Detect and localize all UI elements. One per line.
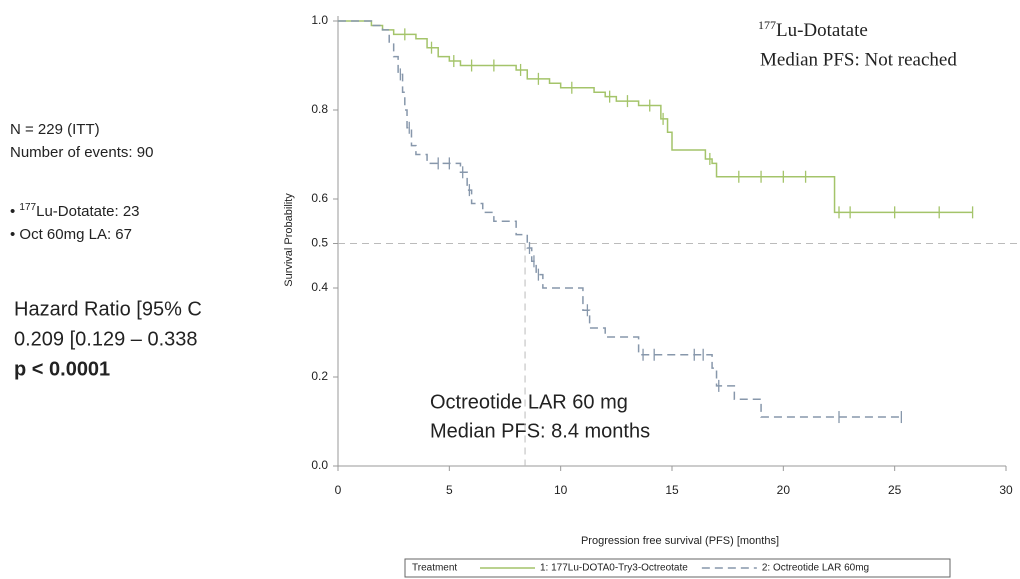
legend-label: 1: 177Lu-DOTA0-Try3-Octreotate bbox=[540, 563, 688, 574]
side-note: • 177Lu-Dotatate: 23 bbox=[10, 202, 140, 220]
side-note: N = 229 (ITT) bbox=[10, 121, 100, 138]
annotation: Octreotide LAR 60 mg bbox=[430, 391, 628, 413]
survival-curve bbox=[338, 20, 973, 214]
x-tick-label: 20 bbox=[777, 483, 791, 497]
annotation: Median PFS: 8.4 months bbox=[430, 420, 650, 442]
side-note: • Oct 60mg LA: 67 bbox=[10, 226, 132, 243]
superscript: 177 bbox=[19, 202, 36, 213]
legend-label: 2: Octreotide LAR 60mg bbox=[762, 563, 869, 574]
x-tick-label: 10 bbox=[554, 483, 568, 497]
y-tick-label: 0.6 bbox=[311, 191, 328, 205]
y-tick-label: 1.0 bbox=[311, 13, 328, 27]
legend-box bbox=[404, 558, 951, 578]
side-note: Number of events: 90 bbox=[10, 144, 153, 161]
annotation: Median PFS: Not reached bbox=[760, 49, 957, 70]
y-tick-label: 0.8 bbox=[311, 102, 328, 116]
y-tick-label: 0.4 bbox=[311, 280, 328, 294]
x-axis-label: Progression free survival (PFS) [months] bbox=[581, 535, 779, 547]
x-tick-label: 25 bbox=[888, 483, 902, 497]
superscript: 177 bbox=[758, 18, 776, 32]
survival-curve bbox=[338, 20, 902, 418]
side-note: Hazard Ratio [95% C bbox=[14, 298, 202, 320]
y-tick-label: 0.5 bbox=[311, 236, 328, 250]
y-axis-label: Survival Probability bbox=[283, 193, 295, 287]
x-tick-label: 5 bbox=[446, 483, 453, 497]
annotation: 177Lu-Dotatate bbox=[758, 18, 868, 42]
y-tick-label: 0.0 bbox=[311, 458, 328, 472]
x-tick-label: 30 bbox=[999, 483, 1013, 497]
x-tick-label: 15 bbox=[665, 483, 679, 497]
y-tick-label: 0.2 bbox=[311, 369, 328, 383]
x-tick-label: 0 bbox=[335, 483, 342, 497]
side-note-text: Oct 60mg LA: 67 bbox=[19, 226, 132, 243]
annotation-text: Lu-Dotatate bbox=[776, 20, 868, 41]
side-note: p < 0.0001 bbox=[14, 358, 110, 380]
legend-title: Treatment bbox=[412, 563, 457, 574]
side-note: 0.209 [0.129 – 0.338 bbox=[14, 328, 198, 350]
side-note-text: Lu-Dotatate: 23 bbox=[36, 203, 139, 220]
